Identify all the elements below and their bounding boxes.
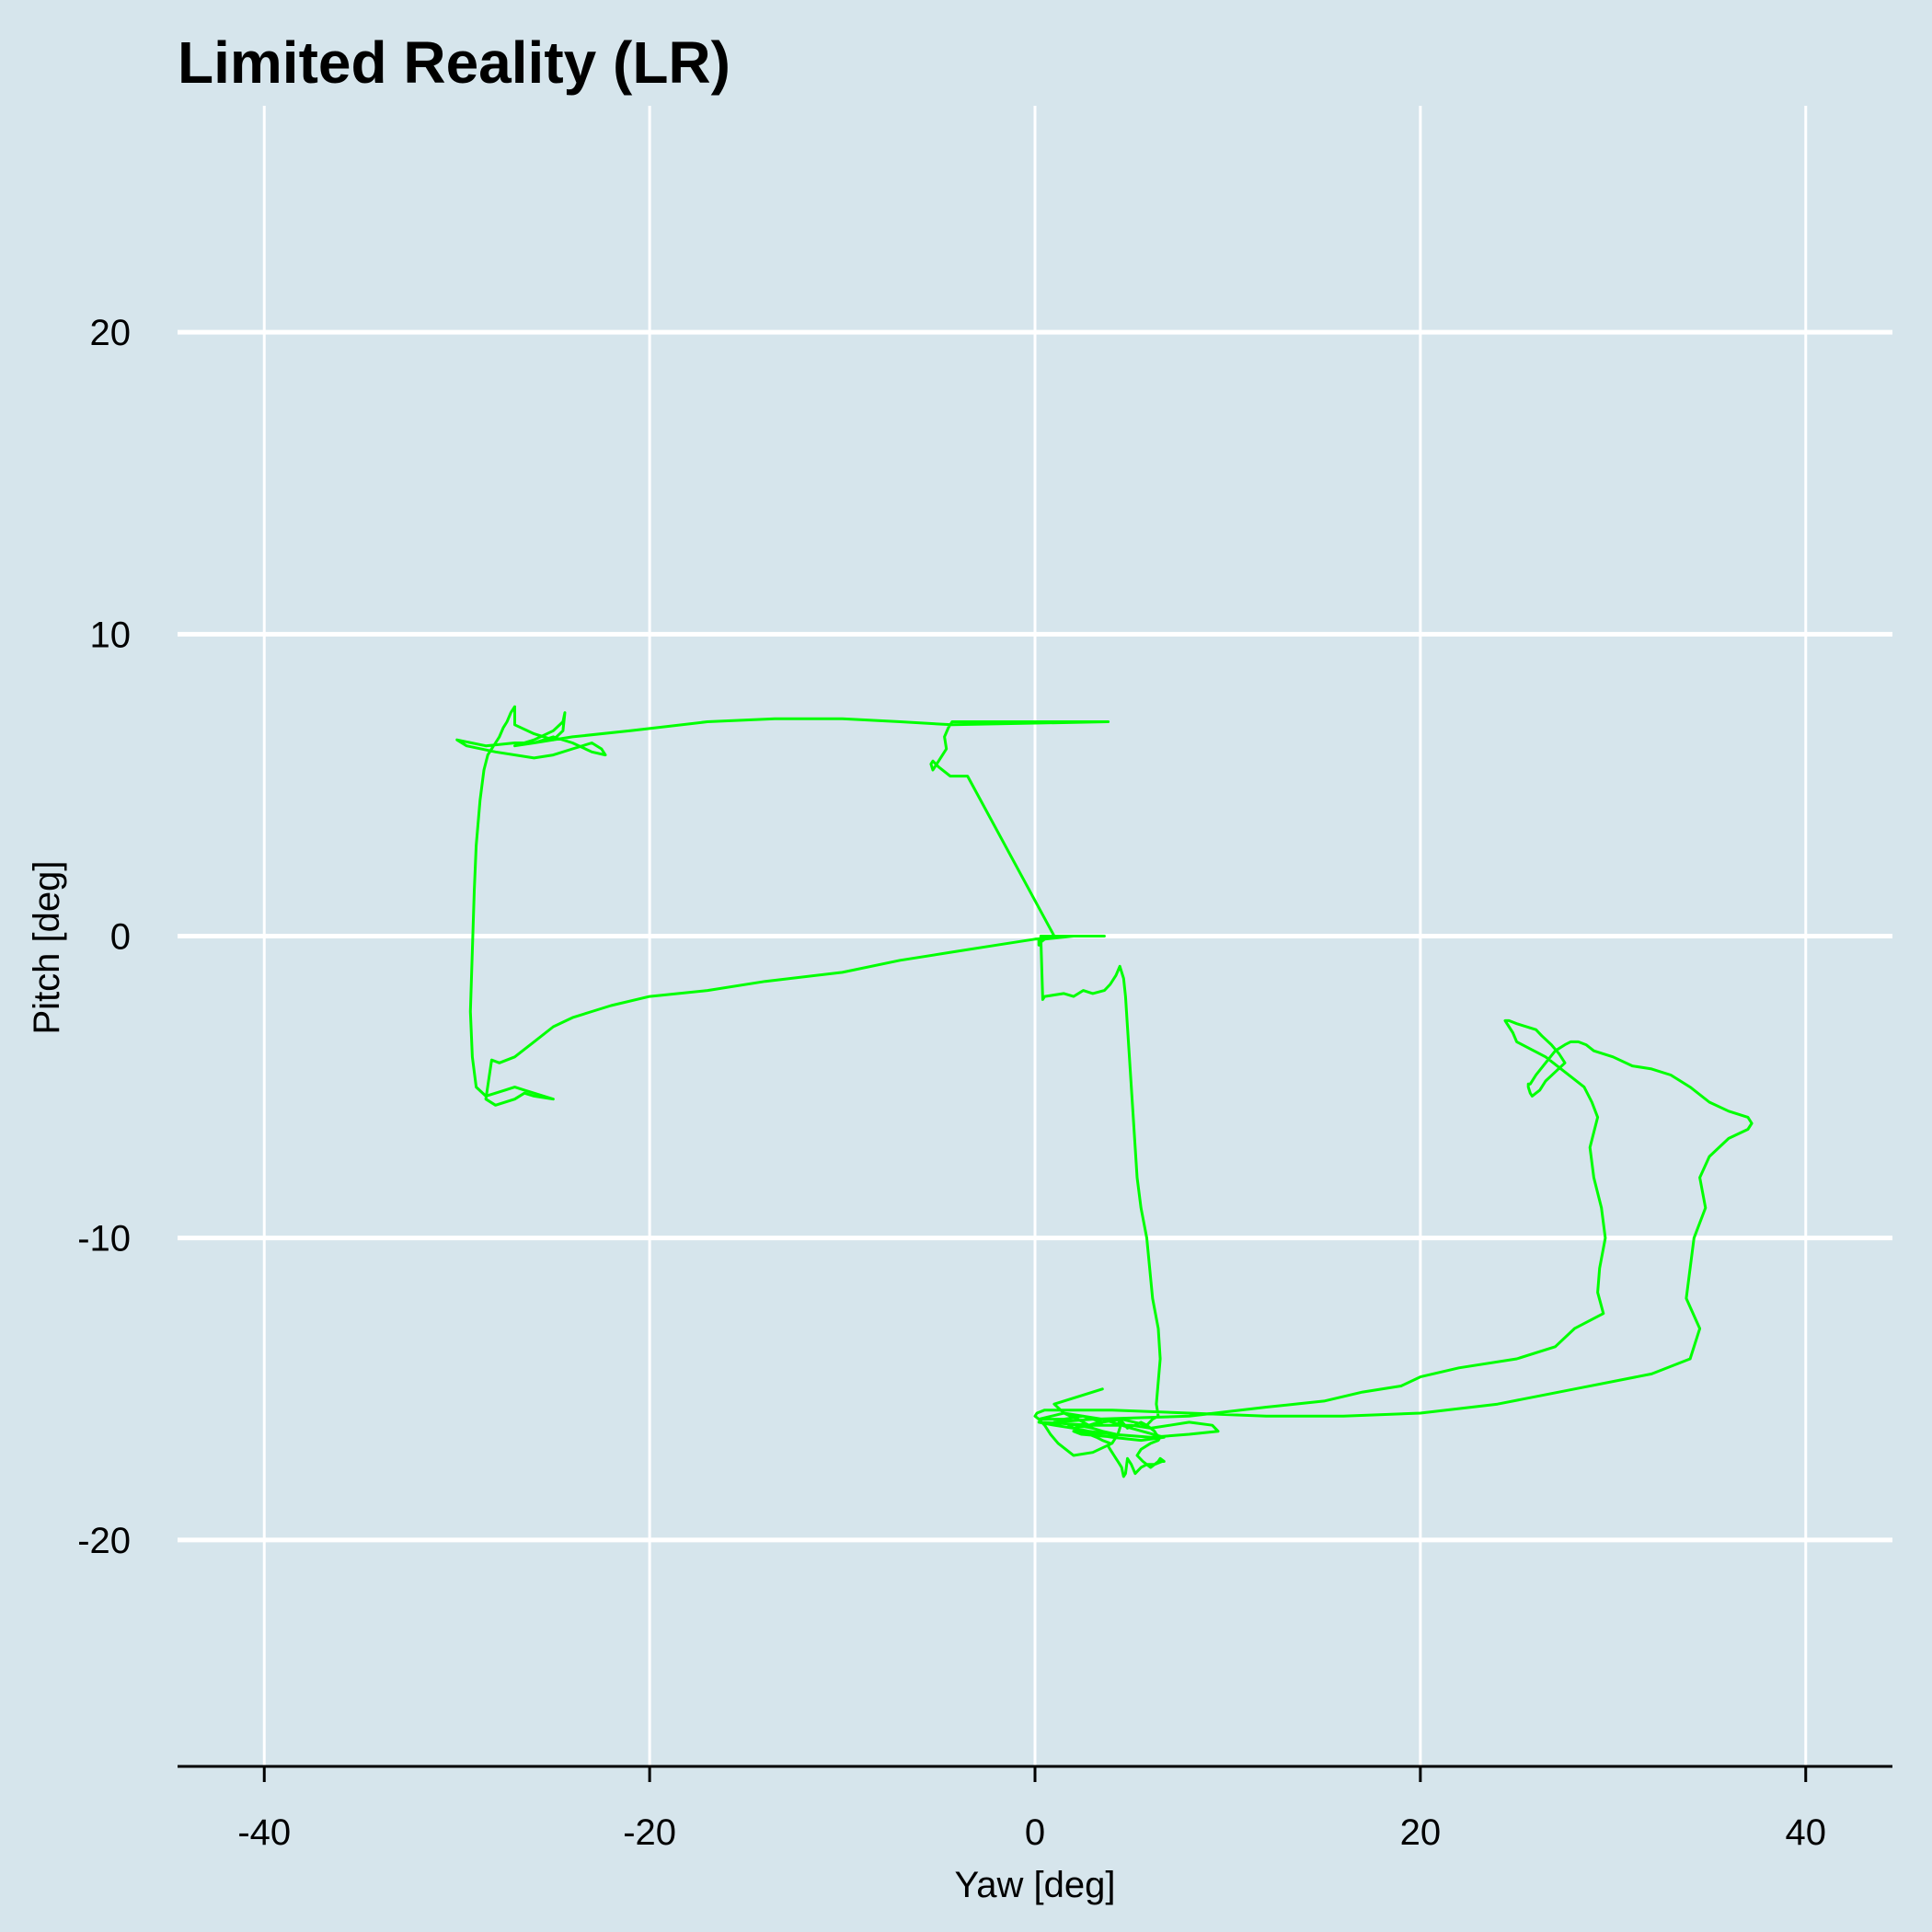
- axis-layer: 20 10 0 -10 -20 -40 -20 0 20 40: [77, 313, 1892, 1853]
- series-line-gaze-trace: [455, 705, 1754, 1478]
- x-tick-label: 20: [1400, 1812, 1442, 1853]
- chart-title: Limited Reality (LR): [178, 29, 730, 96]
- y-tick-label: 0: [110, 917, 131, 958]
- y-tick-label: 20: [90, 313, 132, 353]
- x-tick-label: -20: [623, 1812, 676, 1853]
- y-tick-label: 10: [90, 615, 132, 655]
- x-tick-label: 40: [1786, 1812, 1827, 1853]
- trace-layer: [455, 705, 1754, 1478]
- x-axis-title: Yaw [deg]: [955, 1865, 1116, 1905]
- y-tick-label: -10: [77, 1219, 131, 1259]
- y-tick-label: -20: [77, 1521, 131, 1561]
- y-axis-title: Pitch [deg]: [27, 860, 67, 1034]
- x-tick-label: 0: [1025, 1812, 1045, 1853]
- grid-layer: [178, 106, 1892, 1766]
- x-tick-label: -40: [237, 1812, 291, 1853]
